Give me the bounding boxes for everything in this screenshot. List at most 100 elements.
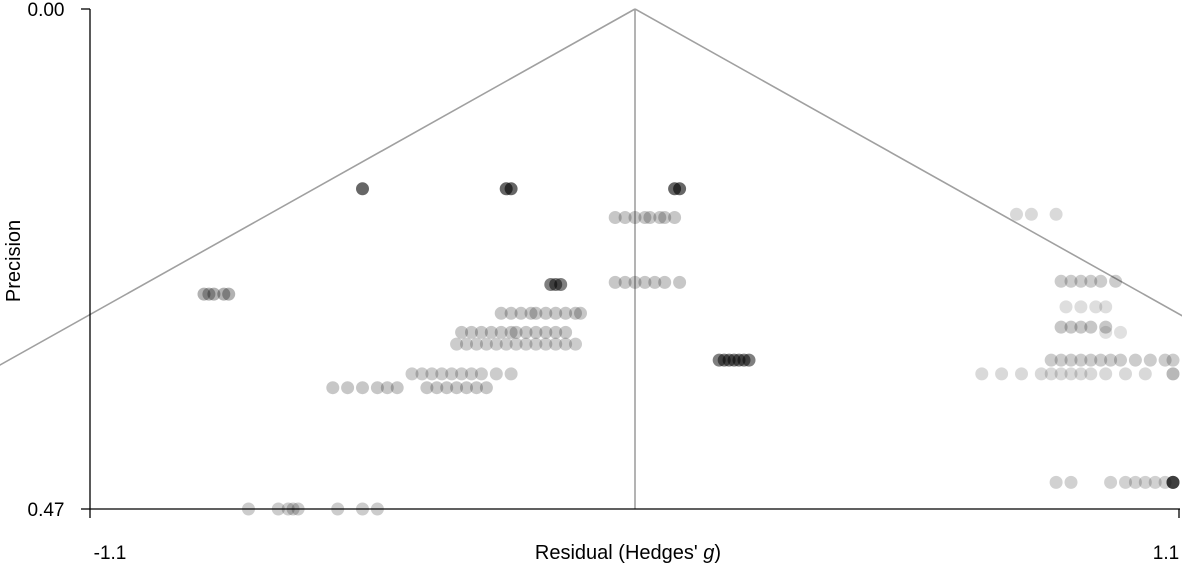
data-point (479, 337, 493, 351)
data-point (638, 211, 652, 224)
data-point (653, 211, 667, 224)
data-point (1044, 367, 1058, 381)
data-point (430, 381, 444, 395)
axes (81, 8, 1180, 518)
data-point (1166, 475, 1180, 489)
data-point (504, 182, 518, 196)
data-point (504, 306, 518, 320)
data-point (1074, 300, 1088, 314)
data-point (415, 367, 429, 381)
data-point (1128, 353, 1142, 367)
data-point (529, 325, 543, 339)
data-point (440, 381, 454, 395)
data-point (1015, 367, 1028, 381)
data-point (425, 367, 439, 381)
data-point (460, 337, 473, 351)
data-point (504, 325, 518, 339)
data-point (1094, 274, 1108, 288)
data-point (479, 381, 493, 395)
data-point (1114, 325, 1127, 339)
x-tick-label-right: 1.1 (1153, 543, 1179, 564)
data-point (1059, 300, 1073, 314)
funnel-right-edge (634, 8, 1182, 317)
data-point (455, 367, 469, 381)
data-point (465, 325, 478, 339)
data-point (1074, 353, 1088, 367)
data-point (1064, 367, 1078, 381)
data-point (1166, 475, 1180, 489)
data-point (1064, 353, 1078, 367)
data-point (1084, 274, 1098, 288)
data-point (341, 381, 355, 395)
data-point (484, 325, 498, 339)
data-point (455, 325, 469, 339)
data-point (1166, 475, 1180, 489)
x-tick-label-left: -1.1 (94, 543, 127, 564)
data-point (1119, 475, 1132, 489)
data-point (648, 275, 662, 289)
data-point (207, 287, 221, 301)
data-point (450, 381, 464, 395)
data-point (995, 367, 1009, 381)
data-point (1084, 353, 1098, 367)
data-point (1138, 475, 1152, 489)
data-point (420, 381, 434, 395)
data-point (658, 275, 672, 289)
data-point (539, 306, 553, 320)
data-point (1109, 274, 1123, 288)
data-point (460, 381, 473, 395)
data-point (1143, 353, 1157, 367)
data-point (1128, 475, 1142, 489)
y-tick-label-top: 0.00 (28, 0, 65, 21)
data-point (465, 367, 478, 381)
data-point (1054, 320, 1068, 334)
data-point (549, 337, 563, 351)
data-point (1099, 367, 1113, 381)
data-point (559, 306, 573, 320)
data-point (1104, 353, 1118, 367)
data-point (217, 287, 231, 301)
data-point (658, 211, 672, 224)
data-point (1044, 353, 1058, 367)
data-point (514, 306, 528, 320)
x-axis-title-italic: g (703, 542, 714, 564)
data-point (470, 337, 483, 351)
data-point (474, 325, 488, 339)
data-point (1084, 367, 1098, 381)
data-point (470, 381, 483, 395)
data-point (618, 211, 632, 224)
data-point (1064, 274, 1078, 288)
data-point (1166, 475, 1180, 489)
data-point (1094, 353, 1108, 367)
data-point (569, 306, 582, 320)
data-point (673, 275, 687, 289)
data-point (356, 182, 369, 196)
data-point (509, 325, 523, 339)
data-point (1166, 353, 1180, 367)
data-point (1138, 367, 1152, 381)
y-tick-label-bottom: 0.47 (28, 500, 65, 521)
data-point (450, 337, 464, 351)
data-point (1084, 320, 1098, 334)
data-point (509, 337, 523, 351)
y-axis-title: Precision (3, 220, 25, 302)
data-point (608, 275, 622, 289)
data-point (574, 306, 587, 320)
data-point (742, 353, 756, 367)
data-point (549, 306, 563, 320)
x-axis-title-end: ) (714, 542, 721, 564)
data-point (1166, 367, 1180, 381)
data-point (504, 367, 518, 381)
x-axis-title: Residual (Hedges' g) (535, 542, 721, 564)
data-point (1089, 300, 1103, 314)
data-point (1054, 274, 1068, 288)
data-point (499, 337, 513, 351)
data-point (1166, 475, 1180, 489)
data-point (668, 211, 682, 224)
data-point (975, 367, 989, 381)
data-point (1166, 475, 1180, 489)
data-point (529, 337, 543, 351)
data-point (326, 381, 340, 395)
data-point (1054, 367, 1068, 381)
